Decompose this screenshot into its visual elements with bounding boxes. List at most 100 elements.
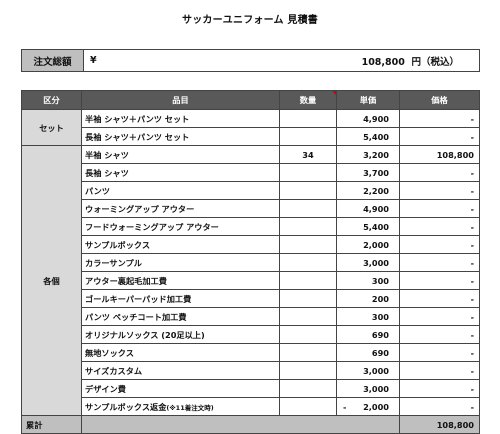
- quantity-cell[interactable]: [279, 163, 337, 182]
- table-row: セット 半袖 シャツ＋パンツ セット 4,900-: [21, 109, 480, 146]
- item-name-cell[interactable]: フードウォーミングアップ アウター: [81, 217, 280, 236]
- price-cell[interactable]: -: [399, 235, 480, 254]
- quantity-cell[interactable]: [279, 289, 337, 308]
- price-cell[interactable]: -: [399, 127, 480, 146]
- comment-indicator-icon: [332, 91, 336, 95]
- item-name-cell[interactable]: 半袖 シャツ＋パンツ セット: [81, 109, 280, 128]
- item-name-cell[interactable]: サンプルボックス: [81, 235, 280, 254]
- item-name-cell[interactable]: カラーサンプル: [81, 253, 280, 272]
- quantity-cell[interactable]: 34: [279, 145, 337, 164]
- sum-label-cell: 累計: [21, 415, 82, 434]
- item-name-cell[interactable]: サンプルボックス返金(※11着注文時): [81, 397, 280, 416]
- item-name-cell[interactable]: 無地ソックス: [81, 343, 280, 362]
- unit-price-cell[interactable]: 4,900: [336, 199, 400, 218]
- price-cell[interactable]: -: [399, 181, 480, 200]
- quantity-cell[interactable]: [279, 127, 337, 146]
- unit-price-cell[interactable]: 3,000: [336, 361, 400, 380]
- price-cell[interactable]: -: [399, 217, 480, 236]
- item-name-cell[interactable]: 長袖 シャツ＋パンツ セット: [81, 127, 280, 146]
- item-name-cell[interactable]: オリジナルソックス (20足以上): [81, 325, 280, 344]
- price-cell[interactable]: -: [399, 253, 480, 272]
- item-name-cell[interactable]: デザイン費: [81, 379, 280, 398]
- unit-price-cell[interactable]: 3,000: [336, 379, 400, 398]
- item-name-cell[interactable]: サイズカスタム: [81, 361, 280, 380]
- header-category: 区分: [21, 90, 82, 110]
- price-cell[interactable]: 108,800: [399, 145, 480, 164]
- price-cell[interactable]: -: [399, 343, 480, 362]
- unit-price-cell[interactable]: 200: [336, 289, 400, 308]
- quantity-cell[interactable]: [279, 253, 337, 272]
- unit-price-cell[interactable]: 5,400: [336, 217, 400, 236]
- quote-table: 区分 品目 数量 単価 価格 セット 半袖 シャツ＋パンツ セット 4,900- 長袖…: [21, 90, 480, 434]
- price-cell[interactable]: -: [399, 199, 480, 218]
- document-title: サッカーユニフォーム 見積書: [182, 15, 318, 26]
- quantity-cell[interactable]: [279, 109, 337, 128]
- sum-row: 累計 108,800: [21, 415, 480, 434]
- order-total-amount: 108,800 円（税込）: [263, 49, 480, 72]
- unit-price-cell[interactable]: 5,400: [336, 127, 400, 146]
- order-total-label: 注文総額: [21, 49, 84, 72]
- unit-price-value: 2,000: [363, 401, 389, 412]
- minus-sign: -: [343, 401, 347, 412]
- price-cell[interactable]: -: [399, 289, 480, 308]
- quantity-cell[interactable]: [279, 379, 337, 398]
- price-cell[interactable]: -: [399, 397, 480, 416]
- price-cell[interactable]: -: [399, 109, 480, 128]
- item-name-cell[interactable]: パンツ ペッチコート加工費: [81, 307, 280, 326]
- price-cell[interactable]: -: [399, 379, 480, 398]
- unit-price-cell[interactable]: 300: [336, 307, 400, 326]
- unit-price-cell[interactable]: - 2,000: [336, 397, 400, 416]
- item-name-cell[interactable]: 長袖 シャツ: [81, 163, 280, 182]
- item-name-cell[interactable]: ゴールキーパーパッド加工費: [81, 289, 280, 308]
- header-qty: 数量: [279, 90, 337, 110]
- sum-filler-cell: [81, 415, 400, 434]
- unit-price-cell[interactable]: 690: [336, 343, 400, 362]
- quantity-cell[interactable]: [279, 235, 337, 254]
- table-row: カラーサンプル 3,000-: [22, 253, 480, 272]
- table-row: サンプルボックス返金(※11着注文時) -2,000-: [22, 397, 480, 416]
- price-cell[interactable]: -: [399, 325, 480, 344]
- currency-symbol: ¥: [83, 49, 264, 72]
- item-name-cell[interactable]: 半袖 シャツ: [81, 145, 280, 164]
- unit-price-cell[interactable]: 3,200: [336, 145, 400, 164]
- price-cell[interactable]: -: [399, 307, 480, 326]
- header-item: 品目: [81, 90, 280, 110]
- unit-price-cell[interactable]: 690: [336, 325, 400, 344]
- header-qty-label: 数量: [299, 95, 317, 105]
- price-cell[interactable]: -: [399, 361, 480, 380]
- quantity-cell[interactable]: [279, 397, 337, 416]
- header-row: 区分 品目 数量 単価 価格: [21, 90, 480, 110]
- unit-price-cell[interactable]: 2,200: [336, 181, 400, 200]
- table-row: 各個 半袖 シャツ 34 3,200 108,800: [21, 145, 480, 416]
- unit-price-cell[interactable]: 2,000: [336, 235, 400, 254]
- refund-item-label: サンプルボックス返金: [85, 401, 167, 412]
- price-cell[interactable]: -: [399, 163, 480, 182]
- sum-price-cell: 108,800: [399, 415, 480, 434]
- item-name-cell[interactable]: アウター裏起毛加工費: [81, 271, 280, 290]
- price-cell[interactable]: -: [399, 271, 480, 290]
- refund-item-note: (※11着注文時): [166, 403, 214, 412]
- table-row: ウォーミングアップ アウター 4,900-: [22, 199, 480, 218]
- table-row: パンツ ペッチコート加工費 300-: [22, 307, 480, 326]
- unit-price-cell[interactable]: 3,700: [336, 163, 400, 182]
- table-row: サンプルボックス 2,000-: [22, 235, 480, 254]
- header-price: 価格: [399, 90, 480, 110]
- quantity-cell[interactable]: [279, 271, 337, 290]
- quantity-cell[interactable]: [279, 361, 337, 380]
- item-name-cell[interactable]: ウォーミングアップ アウター: [81, 199, 280, 218]
- table-row: サイズカスタム 3,000-: [22, 361, 480, 380]
- quantity-cell[interactable]: [279, 343, 337, 362]
- item-name-cell[interactable]: パンツ: [81, 181, 280, 200]
- quantity-cell[interactable]: [279, 217, 337, 236]
- unit-price-cell[interactable]: 3,000: [336, 253, 400, 272]
- table-row: アウター裏起毛加工費 300-: [22, 271, 480, 290]
- unit-price-cell[interactable]: 4,900: [336, 109, 400, 128]
- quantity-cell[interactable]: [279, 199, 337, 218]
- quantity-cell[interactable]: [279, 325, 337, 344]
- quantity-cell[interactable]: [279, 181, 337, 200]
- set-category-cell: セット: [21, 109, 82, 146]
- order-total-table: 注文総額 ¥ 108,800 円（税込）: [21, 49, 480, 72]
- unit-price-cell[interactable]: 300: [336, 271, 400, 290]
- quantity-cell[interactable]: [279, 307, 337, 326]
- table-row: パンツ 2,200-: [22, 181, 480, 200]
